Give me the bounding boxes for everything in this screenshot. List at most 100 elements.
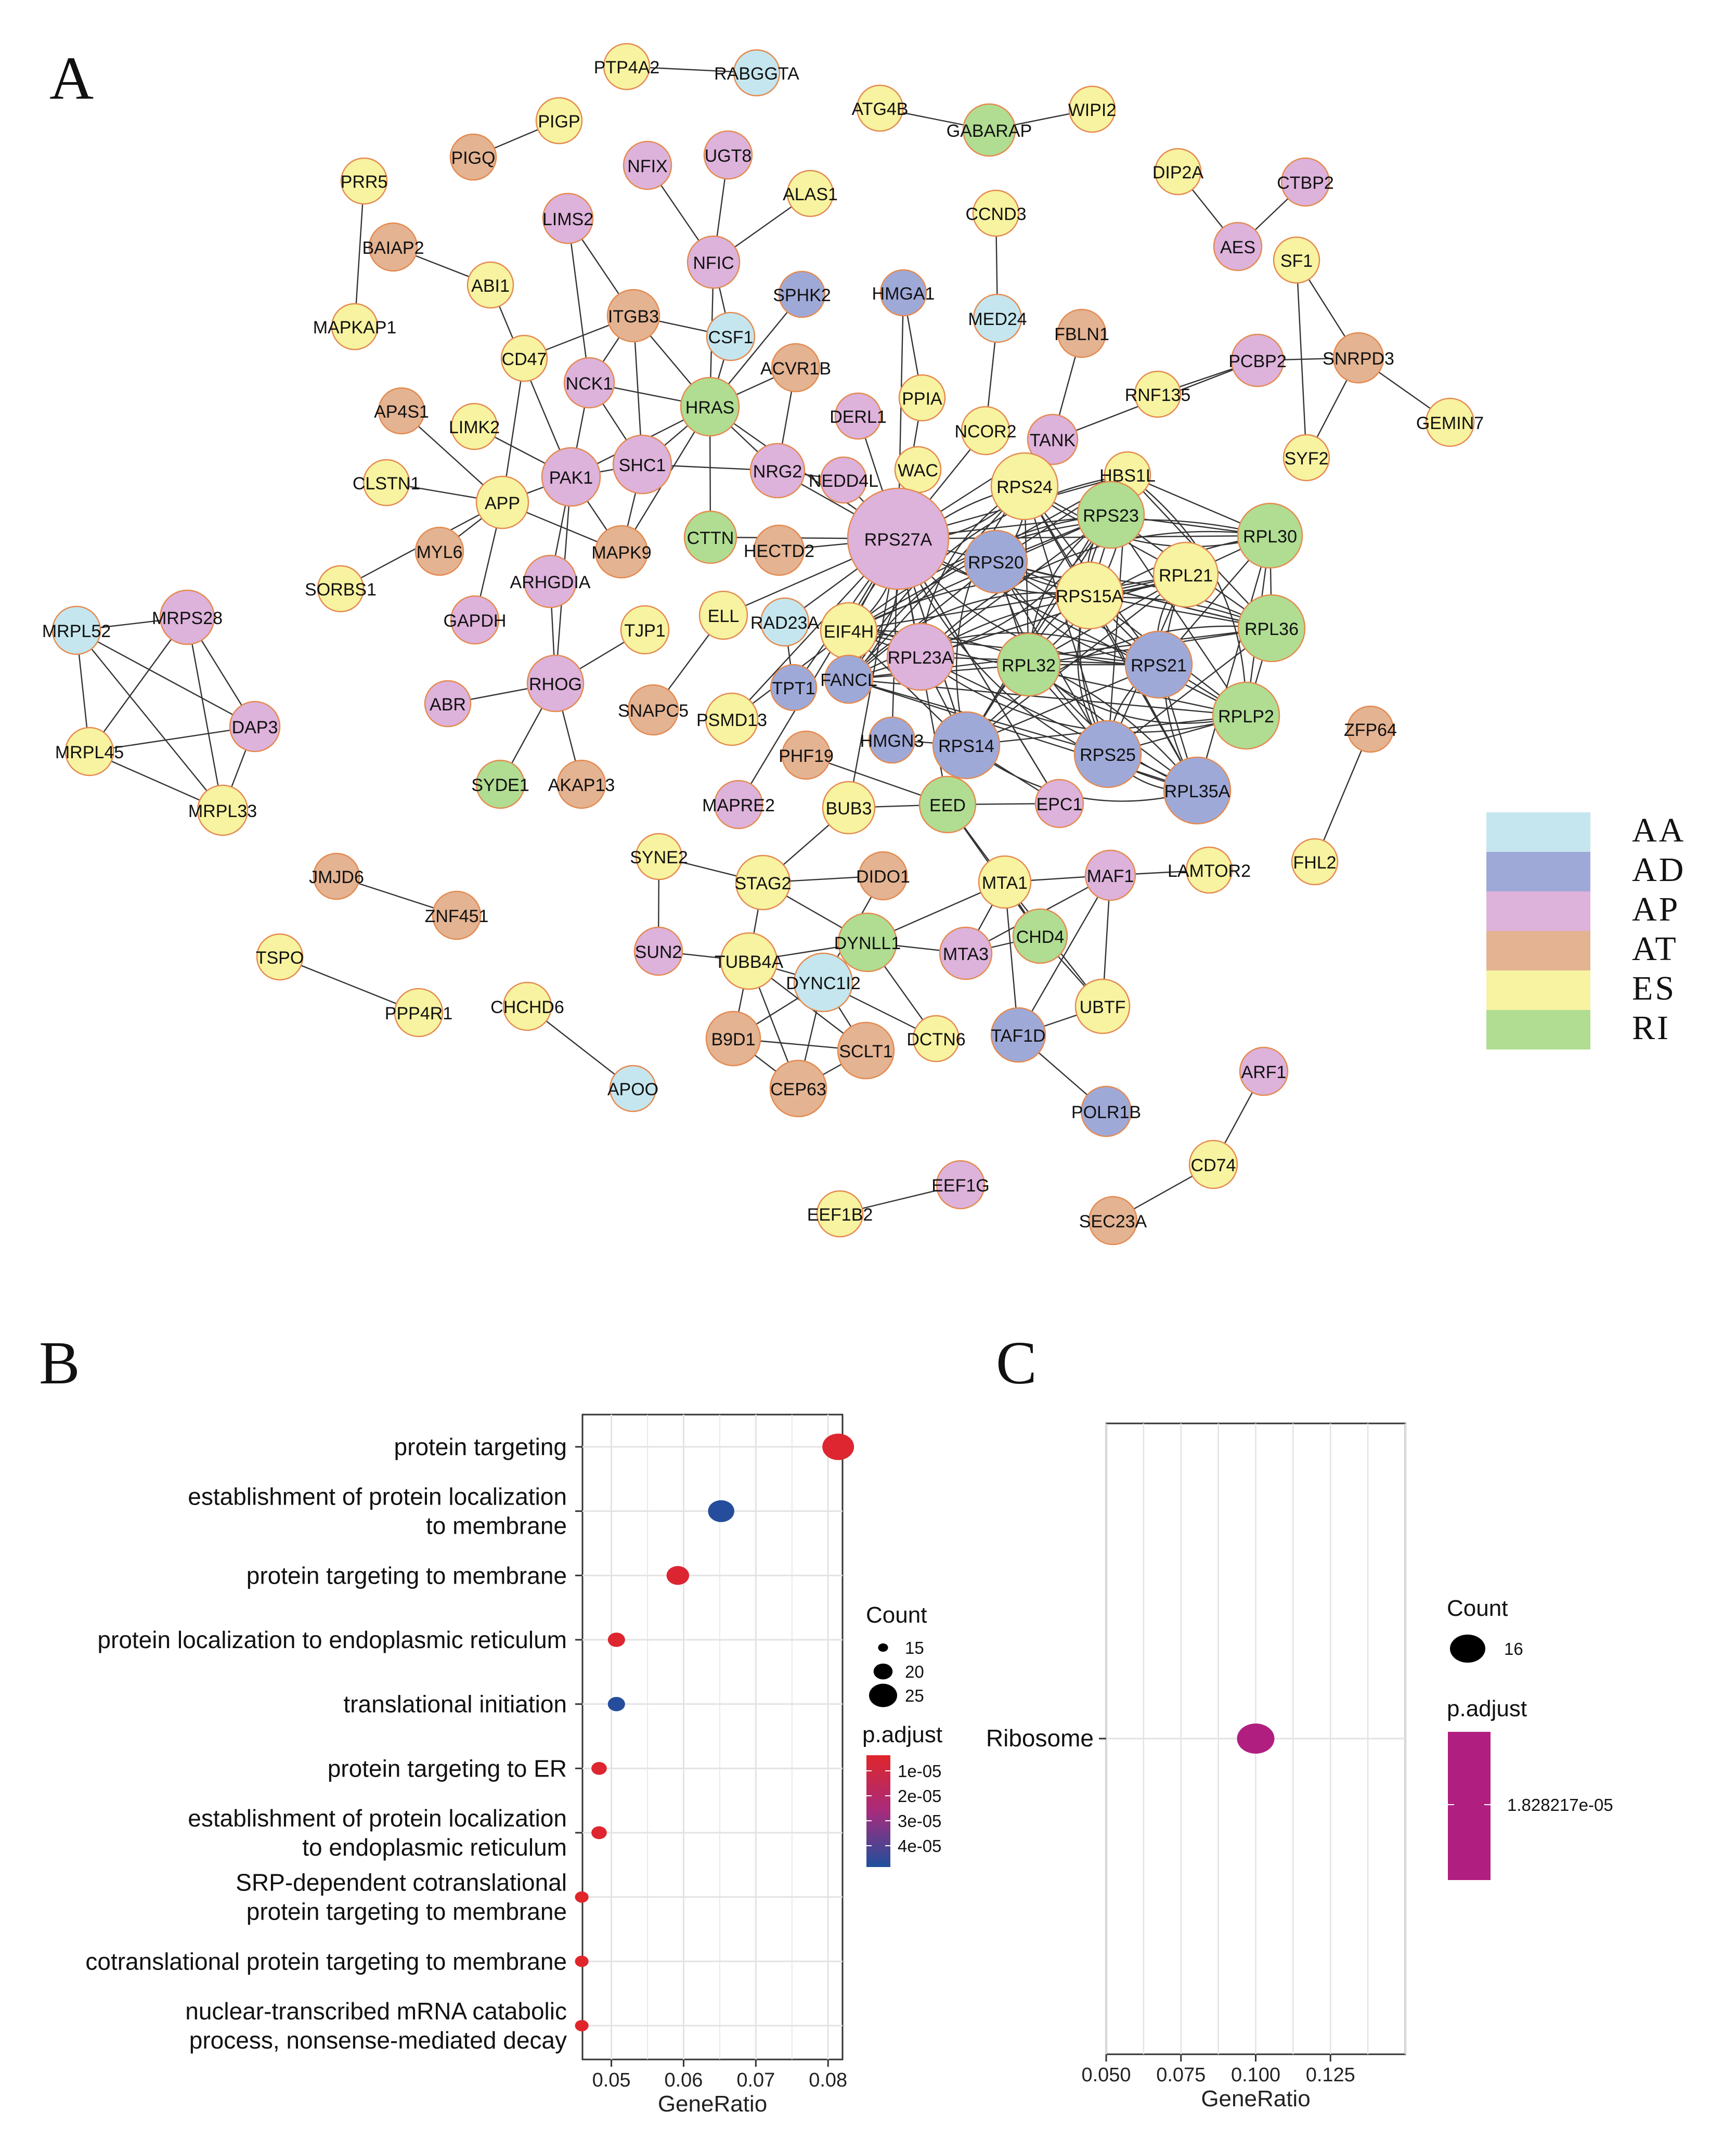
node-akap13: AKAP13 — [548, 759, 615, 809]
node-label-abi1: ABI1 — [471, 276, 510, 296]
node-label-clstn1: CLSTN1 — [353, 474, 420, 494]
edge-rps21-rps14 — [966, 664, 1159, 746]
node-label-tank: TANK — [1030, 431, 1076, 450]
term-label-line-1-0: establishment of protein localization — [188, 1483, 567, 1510]
node-label-nrg2: NRG2 — [753, 462, 802, 482]
node-arf1: ARF1 — [1239, 1046, 1289, 1096]
node-atg4b: ATG4B — [852, 84, 909, 132]
term-label-9: nuclear-transcribed mRNA catabolic proces… — [185, 1998, 567, 2054]
edge-rps24-rps14 — [956, 486, 1025, 746]
node-label-alas1: ALAS1 — [783, 185, 838, 204]
node-circle-dip2a — [1154, 148, 1202, 196]
node-circle-apoo — [609, 1065, 657, 1112]
x-axis-title-b: GeneRatio — [658, 2091, 767, 2117]
node-sphk2: SPHK2 — [773, 270, 831, 318]
node-circle-rpl21 — [1152, 541, 1219, 608]
node-circle-lamtor2 — [1185, 846, 1233, 894]
node-circle-sorbs1 — [317, 565, 365, 613]
node-dync1i2: DYNC1I2 — [786, 952, 861, 1013]
node-label-snrpd3: SNRPD3 — [1323, 349, 1394, 369]
node-rad23a: RAD23A — [750, 597, 820, 647]
node-label-myl6: MYL6 — [417, 542, 463, 562]
node-label-pigp: PIGP — [538, 112, 580, 132]
term-label-8: cotranslational protein targeting to mem… — [85, 1948, 567, 1975]
node-eef1b2: EEF1B2 — [807, 1190, 873, 1238]
node-circle-rps20 — [964, 529, 1028, 594]
node-apoo: APOO — [607, 1065, 658, 1112]
node-label-wipi2: WIPI2 — [1068, 100, 1117, 120]
node-snrpd3: SNRPD3 — [1323, 332, 1394, 384]
node-rnf135: RNF135 — [1125, 370, 1190, 418]
node-circle-rnf135 — [1134, 370, 1182, 418]
node-circle-mapkap1 — [331, 303, 379, 351]
node-circle-pcbp2 — [1230, 333, 1285, 387]
node-nedd4l: NEDD4L — [809, 456, 878, 504]
node-circle-nck1 — [563, 357, 615, 409]
node-circle-pigp — [535, 97, 583, 145]
node-ell: ELL — [698, 590, 748, 640]
node-label-rpl35a: RPL35A — [1164, 782, 1230, 801]
node-sclt1: SCLT1 — [837, 1021, 895, 1080]
node-circle-ppp4r1 — [394, 988, 444, 1038]
node-rpl21: RPL21 — [1152, 541, 1219, 608]
edge-rpl30-rpl35a — [1196, 535, 1271, 791]
node-mrpl52: MRPL52 — [42, 605, 111, 655]
node-label-baiap2: BAIAP2 — [362, 238, 424, 258]
dot-c-ribosome — [1237, 1724, 1275, 1754]
node-rpl36: RPL36 — [1237, 594, 1306, 663]
node-csf1: CSF1 — [706, 312, 756, 361]
legend-label-es: ES — [1632, 969, 1676, 1007]
node-label-mapkap1: MAPKAP1 — [313, 318, 397, 338]
node-label-gabarap: GABARAP — [947, 121, 1032, 141]
node-eef1g: EEF1G — [931, 1160, 990, 1210]
node-circle-ccnd3 — [972, 189, 1020, 237]
node-label-chd4: CHD4 — [1016, 927, 1065, 947]
node-rps27a: RPS27A — [847, 487, 950, 590]
go-dotplot: protein targeting establishment of protei… — [85, 1414, 942, 2117]
node-dctn6: DCTN6 — [906, 1015, 966, 1062]
count-legend-title-c: Count — [1447, 1596, 1508, 1621]
node-label-dctn6: DCTN6 — [906, 1030, 965, 1049]
ppi-network: PTP4A2 RABGGTA PIGP PIGQ ATG4B GABARAP WIPI2 DI… — [42, 43, 1484, 1246]
node-circle-ap4s1 — [378, 387, 425, 435]
edge-mrpl52-dap3 — [76, 629, 255, 728]
node-circle-aes — [1213, 222, 1263, 271]
node-rpl35a: RPL35A — [1163, 756, 1232, 825]
node-label-atg4b: ATG4B — [852, 99, 909, 119]
node-circle-dynll1 — [837, 912, 898, 973]
node-prr5: PRR5 — [341, 157, 387, 205]
node-circle-atg4b — [856, 84, 904, 132]
node-gemin7: GEMIN7 — [1416, 397, 1484, 447]
panel-letter-c: C — [996, 1329, 1037, 1397]
node-label-rps25: RPS25 — [1080, 745, 1136, 765]
node-label-akap13: AKAP13 — [548, 775, 615, 795]
edge-rpl36-rps25 — [1107, 628, 1272, 755]
node-label-rad23a: RAD23A — [750, 613, 820, 633]
node-circle-shc1 — [612, 434, 672, 495]
node-label-arhgdia: ARHGDIA — [510, 573, 591, 592]
node-ppia: PPIA — [898, 374, 946, 422]
node-label-fhl2: FHL2 — [1293, 853, 1336, 873]
tick-label-b-1: 0.06 — [664, 2069, 703, 2091]
node-label-mrpl33: MRPL33 — [188, 801, 257, 821]
node-circle-tpt1 — [770, 664, 818, 711]
node-pigq: PIGQ — [449, 133, 497, 181]
edge-maf1-taf1d — [1017, 875, 1111, 1035]
legend-swatch-ri — [1486, 1010, 1590, 1049]
node-pigp: PIGP — [535, 97, 583, 145]
edge-rps24-rpl30 — [1024, 486, 1271, 548]
node-label-rps21: RPS21 — [1131, 656, 1187, 676]
legend-label-aa: AA — [1632, 811, 1686, 849]
node-ubtf: UBTF — [1074, 978, 1131, 1034]
node-label-rps27a: RPS27A — [864, 530, 932, 550]
padj-legend-title-b: p.adjust — [862, 1722, 942, 1747]
node-circle-psmd13 — [705, 692, 759, 746]
node-rpl30: RPL30 — [1237, 502, 1303, 569]
node-dido1: DIDO1 — [856, 851, 910, 901]
node-circle-pak1 — [541, 447, 601, 507]
term-label-0: protein targeting — [394, 1433, 567, 1460]
node-circle-sf1 — [1273, 236, 1320, 284]
node-mrpl33: MRPL33 — [188, 784, 257, 836]
dot-b-9 — [575, 2020, 589, 2031]
node-circle-rps27a — [847, 487, 950, 590]
